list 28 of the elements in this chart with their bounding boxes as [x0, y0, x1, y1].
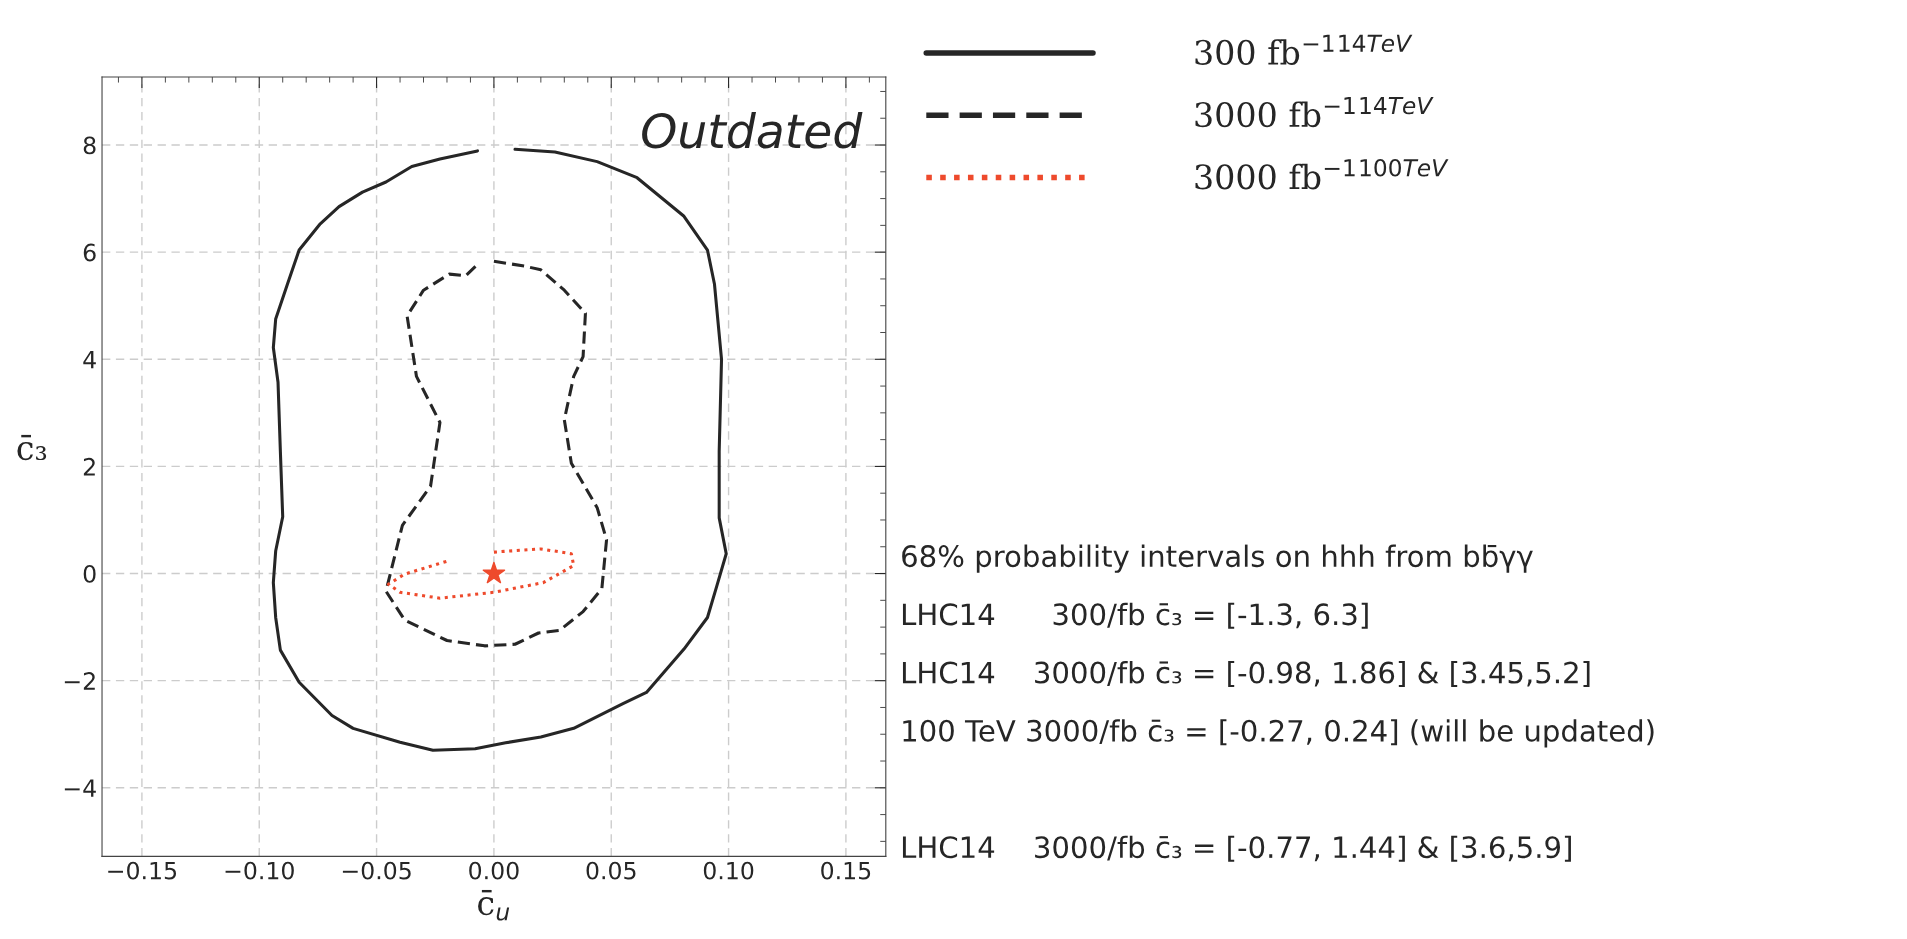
- x-tick-label: −0.15: [108, 861, 177, 880]
- y-tick-label: 4: [83, 351, 96, 369]
- line-series: [271, 147, 728, 752]
- y-tick-label: 0: [83, 564, 96, 583]
- y-axis-title: c̄₃: [17, 434, 47, 461]
- y-tick-label: 8: [83, 136, 96, 155]
- text: 100 TeV 3000/fb c̄₃ = [-0.27, 0.24] (will be updated): [903, 719, 1654, 748]
- text: 3000 fb$^{−1100TeV}$: [1195, 158, 1449, 190]
- x-tick-label: −0.05: [342, 861, 411, 880]
- x-tick-label: 0.10: [703, 861, 754, 880]
- text: 300 fb$^{−114TeV}$: [1195, 34, 1413, 65]
- line-series: [384, 259, 609, 648]
- text: LHC14 300/fb c̄₃ = [-1.3, 6.3]: [902, 602, 1368, 629]
- x-tick-label: 0.00: [469, 861, 519, 880]
- text: 68% probability intervals on hhh from bb̄γγ: [902, 544, 1533, 573]
- x-tick-label: −0.10: [225, 861, 294, 880]
- x-axis-title: c̄$_{u}$: [478, 889, 510, 921]
- y-tick-label: 6: [83, 243, 96, 262]
- x-tick-label: 0.05: [586, 861, 636, 880]
- x-tick-label: 0.15: [821, 861, 871, 880]
- y-tick-label: −2: [64, 672, 95, 690]
- text: 3000 fb$^{−114TeV}$: [1195, 96, 1434, 128]
- line-series: [386, 547, 576, 600]
- text: LHC14 3000/fb c̄₃ = [-0.77, 1.44] & [3.6,5.9]: [902, 835, 1571, 862]
- y-tick-label: −4: [64, 779, 96, 797]
- y-tick-label: 2: [83, 457, 95, 476]
- text: LHC14 3000/fb c̄₃ = [-0.98, 1.86] & [3.45,5.2]: [902, 661, 1590, 688]
- annotation: Outdated: [642, 112, 863, 149]
